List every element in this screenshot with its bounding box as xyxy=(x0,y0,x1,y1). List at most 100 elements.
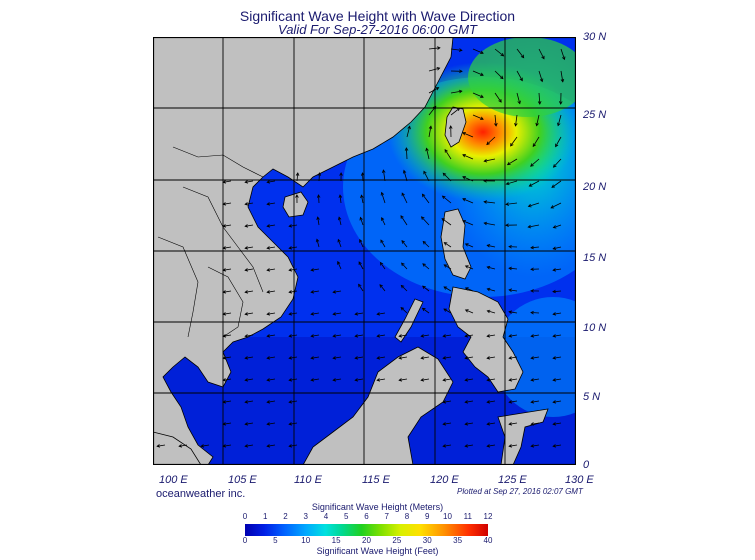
wave-arrow-head xyxy=(244,246,249,250)
wave-arrow xyxy=(428,47,440,50)
colorbar-meter-tick: 5 xyxy=(344,512,349,521)
wave-arrow-head xyxy=(288,312,293,316)
wave-arrow-head xyxy=(442,422,447,426)
wave-arrow-head xyxy=(358,283,362,288)
wave-arrow-head xyxy=(519,77,523,82)
plotted-timestamp: Plotted at Sep 27, 2016 02:07 GMT xyxy=(457,487,583,496)
wave-arrow-head xyxy=(508,244,512,249)
wave-arrow-head xyxy=(354,312,359,316)
wave-arrow-head xyxy=(266,334,271,338)
wave-arrow-head xyxy=(517,100,521,105)
wave-arrow xyxy=(245,422,254,425)
wave-arrow xyxy=(267,444,276,447)
wave-arrow-head xyxy=(420,216,425,220)
wave-arrow-head xyxy=(380,191,385,196)
wave-arrow xyxy=(506,202,518,205)
wave-arrow-head xyxy=(266,422,271,426)
wave-arrow-head xyxy=(442,334,447,338)
wave-arrow-head xyxy=(480,94,484,98)
wave-arrow xyxy=(223,444,232,447)
wave-arrow xyxy=(377,334,386,337)
wave-arrow-head xyxy=(400,307,405,311)
wave-arrow xyxy=(401,240,408,248)
wave-arrow xyxy=(380,239,386,248)
wave-arrow xyxy=(400,215,408,226)
colorbar-feet-tick: 20 xyxy=(362,536,371,545)
lat-label-20n: 20 N xyxy=(583,181,607,193)
wave-arrow xyxy=(538,70,543,82)
wave-arrow-head xyxy=(337,260,341,265)
wave-arrow xyxy=(421,356,430,359)
wave-arrow-head xyxy=(295,172,300,176)
wave-arrow-head xyxy=(486,244,491,248)
lat-label-10n: 10 N xyxy=(583,322,607,334)
land-asia xyxy=(153,37,454,465)
wave-arrow-head xyxy=(520,54,525,59)
wave-arrow-head xyxy=(530,356,535,360)
wave-arrow-head xyxy=(537,101,542,105)
wave-arrow-head xyxy=(400,215,404,219)
wave-arrow-head xyxy=(432,105,437,110)
wave-arrow-head xyxy=(486,400,491,404)
wave-arrow xyxy=(472,48,484,54)
wave-arrow xyxy=(267,246,276,249)
wave-arrow xyxy=(538,48,545,59)
graticule xyxy=(153,37,576,465)
wave-arrow xyxy=(318,194,320,204)
wave-arrow xyxy=(289,268,298,271)
wave-arrow-head xyxy=(486,287,491,292)
colorbar-feet-tick: 30 xyxy=(422,536,432,545)
wave-arrow xyxy=(245,246,254,249)
wave-arrow xyxy=(223,246,232,249)
wave-arrow xyxy=(355,378,364,381)
wave-arrow xyxy=(289,378,298,381)
wave-arrow xyxy=(560,70,564,82)
wave-arrow-head xyxy=(530,444,535,448)
wave-arrow-head xyxy=(222,290,227,294)
wave-arrow xyxy=(551,180,562,188)
wave-arrow xyxy=(296,172,299,182)
wave-arrow xyxy=(337,261,342,270)
wave-arrow xyxy=(421,334,430,337)
wave-arrow xyxy=(223,422,232,425)
wave-arrow-head xyxy=(381,217,385,221)
wave-arrow-head xyxy=(462,176,466,180)
wave-arrow xyxy=(377,312,386,315)
wave-arrow xyxy=(443,356,452,359)
wave-arrow-head xyxy=(508,334,513,338)
wave-arrow xyxy=(494,92,502,103)
wave-arrow xyxy=(462,220,474,226)
wave-arrow-head xyxy=(530,334,535,338)
wave-arrow-head xyxy=(376,312,381,316)
wave-arrow xyxy=(509,334,518,337)
wave-arrow-head xyxy=(359,216,363,221)
wave-arrow-head xyxy=(178,444,183,448)
wave-arrow-head xyxy=(266,444,271,448)
colorbar-feet-tick: 35 xyxy=(453,536,463,545)
wave-arrow xyxy=(380,262,386,270)
wave-arrow-head xyxy=(437,46,441,50)
wave-arrow-head xyxy=(530,400,535,404)
wave-arrow-head xyxy=(442,444,447,448)
wave-arrow-head xyxy=(486,309,491,314)
wave-arrow xyxy=(426,148,430,160)
wave-arrow-head xyxy=(535,122,539,127)
lon-label-105e: 105 E xyxy=(228,474,257,486)
wave-arrow xyxy=(318,172,320,182)
lon-label-125e: 125 E xyxy=(498,474,527,486)
wave-arrow xyxy=(333,378,342,381)
wave-arrow-head xyxy=(288,444,293,448)
wave-arrow-head xyxy=(315,238,320,243)
wave-arrow-head xyxy=(288,268,293,272)
colorbar-title-meters: Significant Wave Height (Meters) xyxy=(311,502,444,512)
colorbar-meter-tick: 1 xyxy=(263,512,268,521)
wave-arrow xyxy=(553,444,562,447)
wave-arrow xyxy=(355,312,364,315)
wave-arrow xyxy=(506,180,518,185)
wave-arrow-head xyxy=(222,246,227,250)
wave-arrow-head xyxy=(459,69,463,74)
wave-arrow-head xyxy=(266,312,271,316)
wave-arrow xyxy=(472,70,484,76)
wave-arrow-head xyxy=(244,400,249,404)
wave-arrow-head xyxy=(337,216,342,221)
